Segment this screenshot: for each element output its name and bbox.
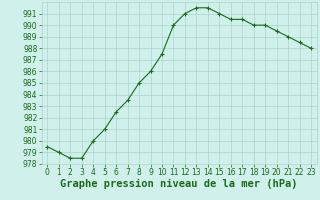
X-axis label: Graphe pression niveau de la mer (hPa): Graphe pression niveau de la mer (hPa)	[60, 179, 298, 189]
